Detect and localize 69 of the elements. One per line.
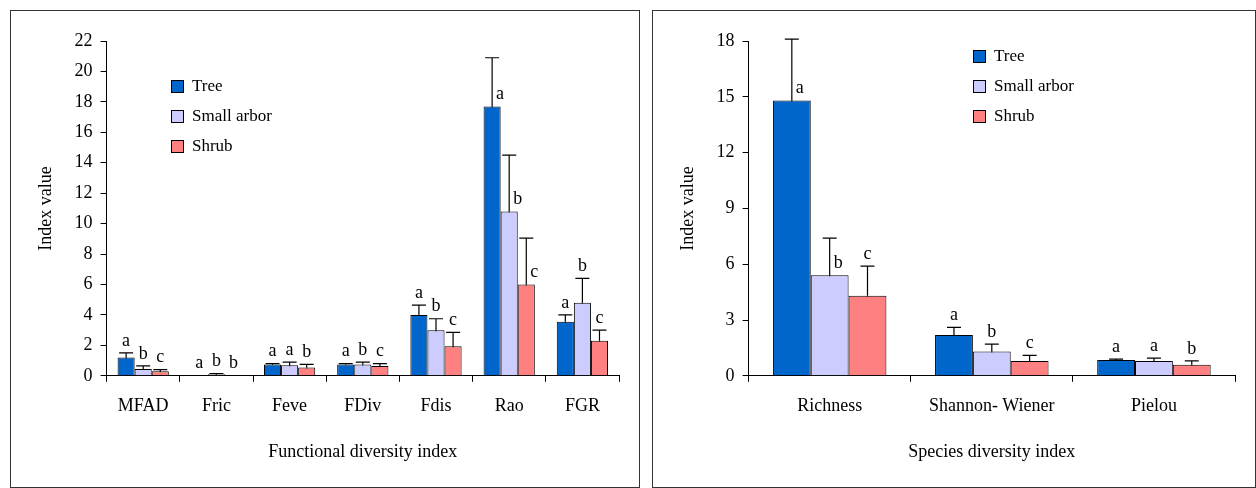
data-label: a: [285, 338, 294, 359]
y-tick-label: 15: [716, 85, 735, 106]
y-tick-label: 12: [716, 141, 735, 162]
y-tick-label: 12: [74, 181, 93, 202]
y-tick-label: 8: [83, 242, 93, 263]
legend-label: Shrub: [192, 136, 233, 156]
legend-label: Tree: [994, 46, 1025, 66]
y-tick-label: 4: [83, 303, 93, 324]
legend-label: Shrub: [994, 106, 1035, 126]
data-label: a: [195, 351, 204, 372]
data-label: c: [863, 242, 872, 263]
x-tick-label: Feve: [272, 395, 308, 416]
data-label: b: [431, 295, 441, 316]
data-label: c: [375, 340, 384, 361]
data-label: a: [496, 83, 505, 104]
data-label: a: [1112, 335, 1121, 356]
y-tick-label: 16: [74, 121, 93, 142]
y-tick-label: 22: [74, 29, 93, 50]
x-tick-label: Rao: [494, 395, 524, 416]
data-label: b: [358, 338, 368, 359]
x-tick-label: Fdis: [420, 395, 452, 416]
data-label: b: [138, 342, 148, 363]
x-tick-label: MFAD: [117, 395, 169, 416]
data-label: b: [228, 351, 238, 372]
y-tick-label: 20: [74, 60, 93, 81]
y-tick-label: 18: [716, 29, 735, 50]
y-axis-title: Index value: [676, 166, 697, 251]
y-tick-label: 0: [83, 364, 93, 385]
data-label: a: [414, 281, 423, 302]
x-tick-label: FDiv: [344, 395, 382, 416]
y-tick-label: 14: [74, 151, 93, 172]
data-label: b: [513, 188, 523, 209]
data-label: c: [595, 306, 604, 327]
data-label: c: [1025, 332, 1034, 353]
x-tick-label: Richness: [797, 395, 863, 416]
y-tick-label: 2: [83, 334, 93, 355]
legend-label: Tree: [192, 76, 223, 96]
data-label: c: [156, 346, 165, 367]
legend-label: Small arbor: [994, 76, 1074, 96]
y-tick-label: 6: [725, 252, 735, 273]
data-label: a: [795, 77, 804, 98]
x-tick-label: Pielou: [1130, 395, 1177, 416]
legend-label: Small arbor: [192, 106, 272, 126]
y-tick-label: 3: [725, 308, 735, 329]
x-tick-label: Shannon- Wiener: [929, 395, 1055, 416]
x-tick-label: Fric: [201, 395, 231, 416]
x-tick-label: FGR: [564, 395, 600, 416]
data-label: a: [1149, 334, 1158, 355]
data-label: c: [530, 261, 539, 282]
data-label: b: [1187, 337, 1197, 358]
y-tick-label: 10: [74, 212, 93, 233]
data-label: a: [122, 329, 131, 350]
y-tick-label: 6: [83, 273, 93, 294]
data-label: b: [833, 252, 843, 273]
x-axis-title: Functional diversity index: [268, 440, 458, 461]
data-label: b: [211, 350, 221, 371]
data-label: b: [987, 320, 997, 341]
data-label: a: [949, 304, 958, 325]
y-tick-label: 0: [725, 364, 735, 385]
data-label: b: [302, 341, 312, 362]
data-label: a: [341, 340, 350, 361]
y-axis-title: Index value: [34, 166, 55, 251]
x-axis-title: Species diversity index: [908, 440, 1076, 461]
data-label: b: [577, 255, 587, 276]
y-tick-label: 9: [725, 197, 735, 218]
data-label: a: [561, 291, 570, 312]
y-tick-label: 18: [74, 90, 93, 111]
data-label: c: [449, 309, 458, 330]
data-label: a: [268, 340, 277, 361]
